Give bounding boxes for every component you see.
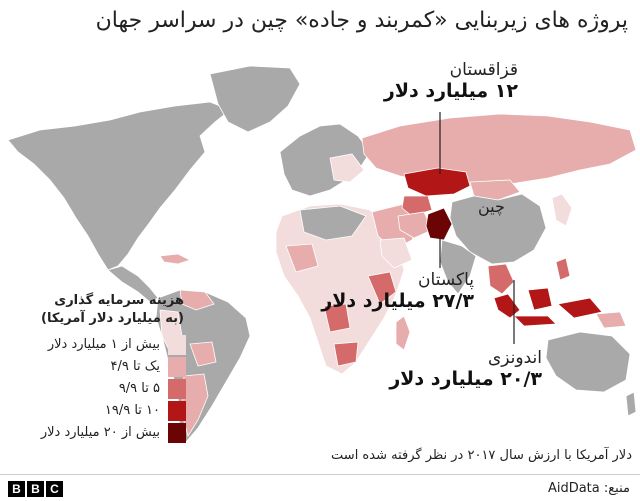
legend-item-tier4: ۱۰ تا ۱۹/۹ (6, 400, 186, 422)
indonesia-value: ۲۰/۳ میلیارد دلار (389, 368, 542, 390)
legend-swatch-tier4 (168, 401, 186, 421)
mongolia (469, 179, 521, 201)
russia (361, 113, 637, 187)
pakistan-name: پاکستان (418, 270, 474, 290)
legend-label-tier5: بیش از ۲۰ میلیارد دلار (40, 425, 160, 440)
greenland (209, 65, 301, 133)
legend-item-tier5: بیش از ۲۰ میلیارد دلار (6, 422, 186, 444)
legend-item-tier1: بیش از ۱ میلیارد دلار (6, 334, 186, 356)
philippines (555, 257, 571, 281)
indonesia-java (513, 315, 557, 327)
bbc-logo-letter: B (8, 481, 25, 497)
new-zealand (625, 391, 637, 417)
bbc-logo: B B C (8, 481, 63, 497)
pakistan (425, 207, 453, 241)
korea-japan (551, 193, 573, 227)
east-africa (367, 271, 397, 305)
bbc-logo-letter: B (27, 481, 44, 497)
legend-swatch-tier3 (168, 379, 186, 399)
southeast-asia (487, 263, 515, 295)
legend-item-tier2: یک تا ۴/۹ (6, 356, 186, 378)
india (439, 239, 477, 295)
australia (545, 331, 631, 393)
indonesia-east (557, 297, 603, 319)
kazakhstan (403, 167, 471, 197)
legend-label-tier2: یک تا ۴/۹ (110, 359, 160, 374)
legend-swatch-tier2 (168, 357, 186, 377)
legend-label-tier3: ۵ تا ۹/۹ (118, 381, 160, 396)
sahara (299, 205, 367, 241)
footer: B B C منبع: AidData (0, 474, 640, 501)
source-credit: منبع: AidData (547, 481, 630, 496)
pakistan-callout: پاکستان ۲۷/۳ میلیارد دلار (321, 270, 474, 312)
papua (595, 311, 627, 329)
indonesia-callout: اندونزی ۲۰/۳ میلیارد دلار (389, 348, 542, 390)
legend-swatch-tier1 (168, 335, 186, 355)
bolivia (189, 341, 217, 367)
arabia (379, 237, 413, 269)
map-title: پروژه های زیربنایی «کمربند و جاده» چین د… (95, 8, 628, 33)
legend-title-line1: هزینه سرمایه گذاری (54, 293, 184, 308)
eastern-europe (329, 153, 365, 183)
legend-title-line2: (به میلیارد دلار آمریکا) (41, 311, 184, 326)
indonesia-borneo (527, 287, 553, 311)
legend-label-tier1: بیش از ۱ میلیارد دلار (47, 337, 160, 352)
madagascar (395, 315, 411, 351)
indonesia-sumatra (493, 293, 521, 319)
kazakhstan-value: ۱۲ میلیارد دلار (383, 80, 518, 102)
iran (397, 211, 433, 239)
angola (323, 303, 351, 333)
indonesia-name: اندونزی (487, 348, 542, 368)
china-label: چین (478, 197, 505, 216)
pakistan-value: ۲۷/۳ میلیارد دلار (321, 290, 474, 312)
kazakhstan-name: قزاقستان (449, 60, 518, 80)
north-america (7, 101, 231, 271)
legend-item-tier3: ۵ تا ۹/۹ (6, 378, 186, 400)
map-legend: هزینه سرمایه گذاری (به میلیارد دلار آمری… (6, 292, 186, 444)
south-africa (333, 341, 359, 367)
venezuela (179, 289, 215, 311)
legend-swatch-tier5 (168, 423, 186, 443)
west-africa (285, 243, 319, 273)
caribbean (159, 253, 192, 265)
kazakhstan-callout: قزاقستان ۱۲ میلیارد دلار (384, 60, 518, 102)
currency-note: دلار آمریکا با ارزش سال ۲۰۱۷ در نظر گرفت… (331, 448, 632, 463)
legend-label-tier4: ۱۰ تا ۱۹/۹ (104, 403, 160, 418)
china (449, 193, 547, 265)
bbc-logo-letter: C (46, 481, 63, 497)
